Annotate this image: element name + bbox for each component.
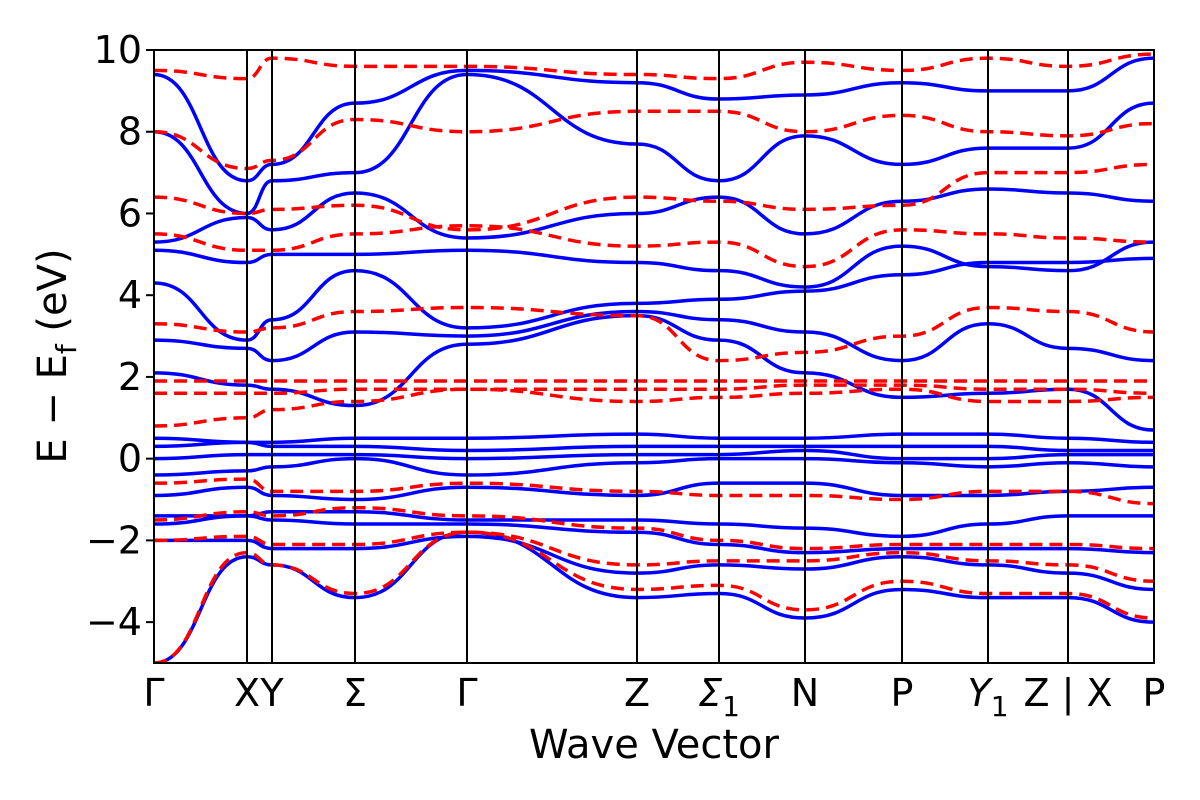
dashed-band-5 xyxy=(154,383,1154,396)
y-tick-label-2: 0 xyxy=(118,437,142,481)
dashed-band-7 xyxy=(154,305,1154,363)
y-tick-label-6: 8 xyxy=(118,110,142,154)
solid-band-9 xyxy=(154,313,1154,432)
dashed-band-10 xyxy=(154,109,1154,171)
y-tick-label-4: 4 xyxy=(118,273,142,317)
solid-band-6 xyxy=(154,448,1154,461)
kpoint-label-6: Σ1 xyxy=(698,671,740,723)
kpoint-label-3: Σ xyxy=(343,671,367,715)
kpoint-label-1: X xyxy=(234,671,260,715)
y-tick-label-5: 6 xyxy=(118,191,142,235)
dashed-band-8 xyxy=(154,223,1154,269)
solid-band-7 xyxy=(154,440,1154,453)
kpoint-label-4: Γ xyxy=(456,671,477,715)
bands-layer xyxy=(154,52,1154,663)
kpoint-label-5: Z xyxy=(624,671,650,715)
kpoint-label-9: Y1 xyxy=(967,671,1008,723)
kpoint-label-2: Y xyxy=(259,671,284,715)
y-axis-title-unit: (eV) xyxy=(30,248,76,344)
kpoint-label-11: P xyxy=(1143,671,1166,715)
solid-band-12 xyxy=(154,240,1154,289)
y-tick-label-7: 10 xyxy=(94,28,142,72)
x-axis-title: Wave Vector xyxy=(529,722,780,768)
y-tick-label-3: 2 xyxy=(118,355,142,399)
solid-band-5 xyxy=(154,456,1154,477)
x-axis: Γ X Y Σ Γ Z Σ1 N P Y1 Z | X P xyxy=(143,671,1165,723)
y-axis: −4 −2 0 2 4 6 8 10 xyxy=(86,28,154,644)
dashed-band-3 xyxy=(154,477,1154,506)
y-axis-title-main: E − E xyxy=(30,354,76,464)
solid-band-8 xyxy=(154,432,1154,445)
kpoint-label-7: N xyxy=(791,671,819,715)
y-axis-title: E − Ef (eV) xyxy=(30,248,83,463)
y-axis-title-sub: f xyxy=(50,343,83,354)
y-tick-label-0: −4 xyxy=(86,600,142,644)
y-tick-label-1: −2 xyxy=(86,518,142,562)
solid-band-15 xyxy=(154,56,1154,183)
dashed-band-1 xyxy=(154,530,1154,584)
kpoint-label-0: Γ xyxy=(143,671,164,715)
solid-band-1 xyxy=(154,534,1154,592)
dashed-band-11 xyxy=(154,52,1154,81)
kpoint-label-8: P xyxy=(891,671,914,715)
plot-frame xyxy=(153,49,1155,664)
solid-band-0 xyxy=(154,530,1154,663)
kpoint-lines xyxy=(246,50,1069,663)
solid-band-14 xyxy=(154,72,1154,216)
solid-band-11 xyxy=(154,256,1154,342)
dashed-band-2 xyxy=(154,505,1154,551)
kpoint-label-10: Z | X xyxy=(1023,671,1112,716)
